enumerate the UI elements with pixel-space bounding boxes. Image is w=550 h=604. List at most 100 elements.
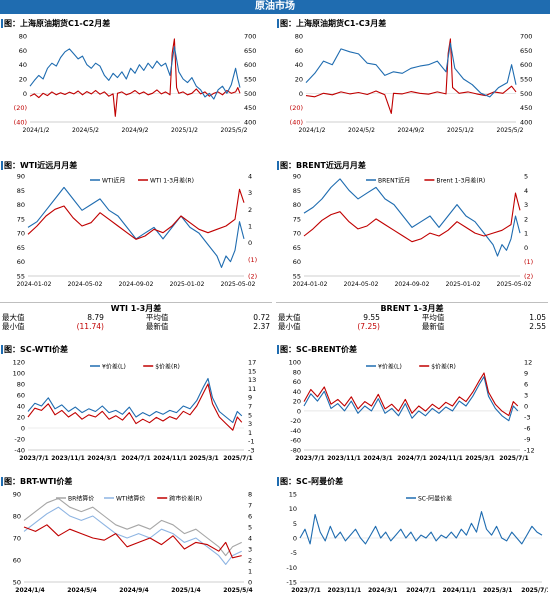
- left-tick-label: 80: [17, 201, 25, 209]
- stats-label: 平均值: [145, 313, 169, 322]
- left-tick-label: 0: [23, 90, 27, 98]
- left-tick-label: 80: [295, 33, 303, 41]
- x-tick-label: 2025/3/1: [483, 587, 512, 594]
- right-tick-label: 1: [248, 568, 252, 576]
- series-line: [27, 377, 243, 424]
- x-tick-label: 2024/11/1: [153, 455, 187, 462]
- left-tick-label: 60: [17, 258, 25, 266]
- stats-label: 最新值: [421, 322, 445, 331]
- right-tick-label: 550: [244, 76, 256, 84]
- left-tick-label: 20: [295, 76, 303, 84]
- left-tick-label: 70: [293, 230, 301, 238]
- stats-divider-wti: [0, 302, 272, 303]
- right-tick-label: 3: [248, 420, 252, 428]
- right-tick-label: 4: [248, 173, 252, 181]
- left-tick-label: 100: [13, 370, 25, 378]
- right-tick-label: 5: [248, 411, 252, 419]
- panel-title-p7: 图：BRT-WTI价差: [0, 477, 73, 486]
- right-tick-label: 7: [248, 502, 252, 510]
- right-tick-label: 5: [248, 524, 252, 532]
- right-tick-label: 3: [248, 546, 252, 554]
- right-tick-label: 17: [248, 359, 256, 367]
- chart-p8: -15 -10 -5 0 5 10 15 2023/7/1 2023/11/1 2024/3/1 2…: [286, 491, 548, 595]
- left-tick-label: 0: [299, 90, 303, 98]
- stats-value: (11.74): [76, 322, 104, 331]
- left-tick-label: 40: [19, 61, 27, 69]
- left-tick-label: 90: [13, 491, 21, 499]
- right-tick-label: 0: [524, 244, 528, 252]
- panel-title-p6: 图：SC-BRENT价差: [276, 345, 358, 354]
- stats-value: 9.55: [363, 313, 380, 322]
- right-tick-label: 600: [520, 61, 532, 69]
- left-tick-label: 20: [17, 414, 25, 422]
- right-tick-label: 500: [244, 90, 256, 98]
- x-tick-label: 2025/5/2: [497, 127, 524, 134]
- left-tick-label: 120: [13, 359, 25, 367]
- right-tick-label: 12: [524, 359, 532, 367]
- wti-stats-table: 最大值 8.79 平均值 0.72 最小值 (11.74) 最新值 2.37: [0, 313, 272, 331]
- page-banner: 原油市场: [0, 0, 550, 14]
- x-tick-label: 2024/9/2: [122, 127, 149, 134]
- legend-label: 跨市价差(R): [169, 495, 202, 503]
- left-tick-label: 70: [17, 230, 25, 238]
- x-tick-label: 2024-01-02: [293, 281, 328, 288]
- stats-label: 最大值: [2, 313, 25, 322]
- left-tick-label: 70: [13, 535, 21, 543]
- right-tick-label: 5: [524, 173, 528, 181]
- stats-label: 最大值: [278, 313, 301, 322]
- left-tick-label: (20): [14, 104, 27, 112]
- left-tick-label: 55: [293, 273, 301, 281]
- x-tick-label: 2024-01-02: [17, 281, 52, 288]
- left-tick-label: 60: [17, 392, 25, 400]
- legend-label: BR结算价: [68, 495, 94, 503]
- left-tick-label: 0: [297, 407, 301, 415]
- right-tick-label: 7: [248, 403, 252, 411]
- x-tick-label: 2024/5/2: [72, 127, 99, 134]
- series-line: [303, 192, 521, 243]
- right-tick-label: (1): [248, 256, 257, 264]
- left-tick-label: 40: [293, 388, 301, 396]
- legend-label: WTI结算价: [116, 495, 145, 503]
- right-tick-label: -9: [524, 436, 530, 444]
- right-tick-label: 0: [248, 239, 252, 247]
- right-tick-label: 1: [248, 223, 252, 231]
- series-line: [23, 506, 242, 565]
- left-tick-label: 100: [289, 359, 301, 367]
- x-tick-label: 2023/11/1: [327, 455, 361, 462]
- left-tick-label: 90: [293, 173, 301, 181]
- series-line: [23, 524, 242, 559]
- left-tick-label: 60: [13, 557, 21, 565]
- x-tick-label: 2024/7/1: [397, 455, 426, 462]
- legend-label: ¥价差(L): [378, 363, 402, 371]
- x-tick-label: 2025-01-02: [446, 281, 481, 288]
- right-tick-label: -1: [248, 438, 254, 446]
- panel-title-p1: 图：上海原油期货C1-C2月差: [0, 19, 111, 28]
- wti-stats-title: WTI 1-3月差: [110, 304, 162, 313]
- x-tick-label: 2025/7/1: [223, 455, 252, 462]
- left-tick-label: 90: [17, 173, 25, 181]
- legend-label: Brent 1-3月差(R): [436, 177, 485, 185]
- legend-label: BRENT近月: [378, 177, 410, 185]
- right-tick-label: 650: [520, 47, 532, 55]
- legend-label: $价差(R): [155, 363, 180, 371]
- chart-p6: -80-60-40-20020406080100-12-9-6-30369122…: [289, 359, 535, 463]
- left-tick-label: (40): [14, 119, 27, 127]
- x-tick-label: 2024-09-02: [395, 281, 430, 288]
- series-line: [29, 38, 241, 117]
- chart-p2: (40) (20) 0 20 40 60 80 400 450 500 550 600 650 700 20…: [290, 33, 533, 135]
- left-tick-label: 20: [19, 76, 27, 84]
- x-tick-label: 2025-05-02: [497, 281, 532, 288]
- left-tick-label: 85: [293, 187, 301, 195]
- series-line: [303, 372, 519, 417]
- x-tick-label: 2024/1/4: [15, 587, 44, 594]
- left-tick-label: -80: [290, 447, 301, 455]
- right-tick-label: 4: [524, 187, 528, 195]
- x-tick-label: 2024/11/1: [443, 587, 477, 594]
- right-tick-label: 450: [520, 104, 532, 112]
- right-tick-label: 700: [520, 33, 532, 41]
- legend-label: SC-阿曼价差: [418, 495, 452, 503]
- left-tick-label: 60: [19, 47, 27, 55]
- left-tick-label: 75: [293, 215, 301, 223]
- chart-p7: 50 60 70 80 90 0 1 2 3 4 5 6 7 8 2024/1/4 2024/5/4 2024/…: [13, 491, 253, 595]
- x-tick-label: 2024/9/2: [398, 127, 425, 134]
